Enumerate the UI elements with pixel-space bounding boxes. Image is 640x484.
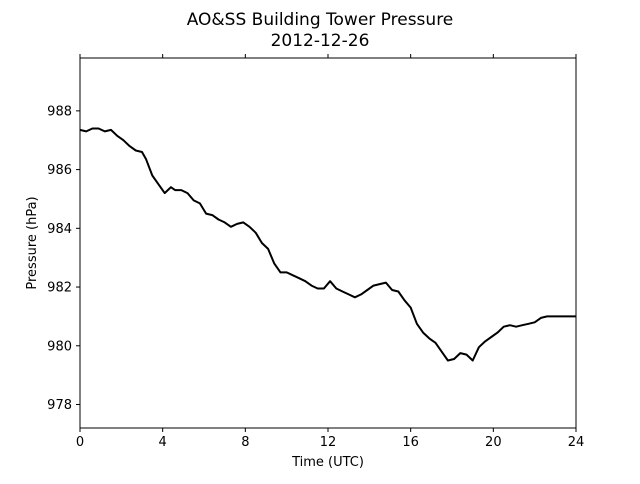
y-tick-label: 978	[47, 398, 72, 413]
x-tick-label: 4	[159, 435, 167, 450]
pressure-series-line	[79, 127, 576, 362]
x-tick-label: 8	[241, 435, 249, 450]
chart-subtitle: 2012-12-26	[271, 31, 370, 51]
chart-title: AO&SS Building Tower Pressure	[187, 10, 454, 30]
y-tick-label: 980	[47, 339, 72, 354]
x-tick-label: 24	[568, 435, 585, 450]
y-tick-label: 988	[47, 104, 72, 119]
y-tick-label: 986	[47, 163, 72, 178]
y-axis-label: Pressure (hPa)	[25, 196, 40, 289]
axis-ticks: 0 4 8 12 16 20 24 978 980 982 984 986 988	[47, 54, 584, 450]
y-tick-label: 984	[47, 222, 72, 237]
y-tick-label: 982	[47, 281, 72, 296]
x-tick-label: 12	[320, 435, 337, 450]
x-axis-label: Time (UTC)	[291, 455, 364, 470]
x-tick-label: 16	[402, 435, 419, 450]
plot-frame	[79, 57, 577, 429]
x-tick-label: 20	[485, 435, 502, 450]
x-tick-label: 0	[76, 435, 84, 450]
